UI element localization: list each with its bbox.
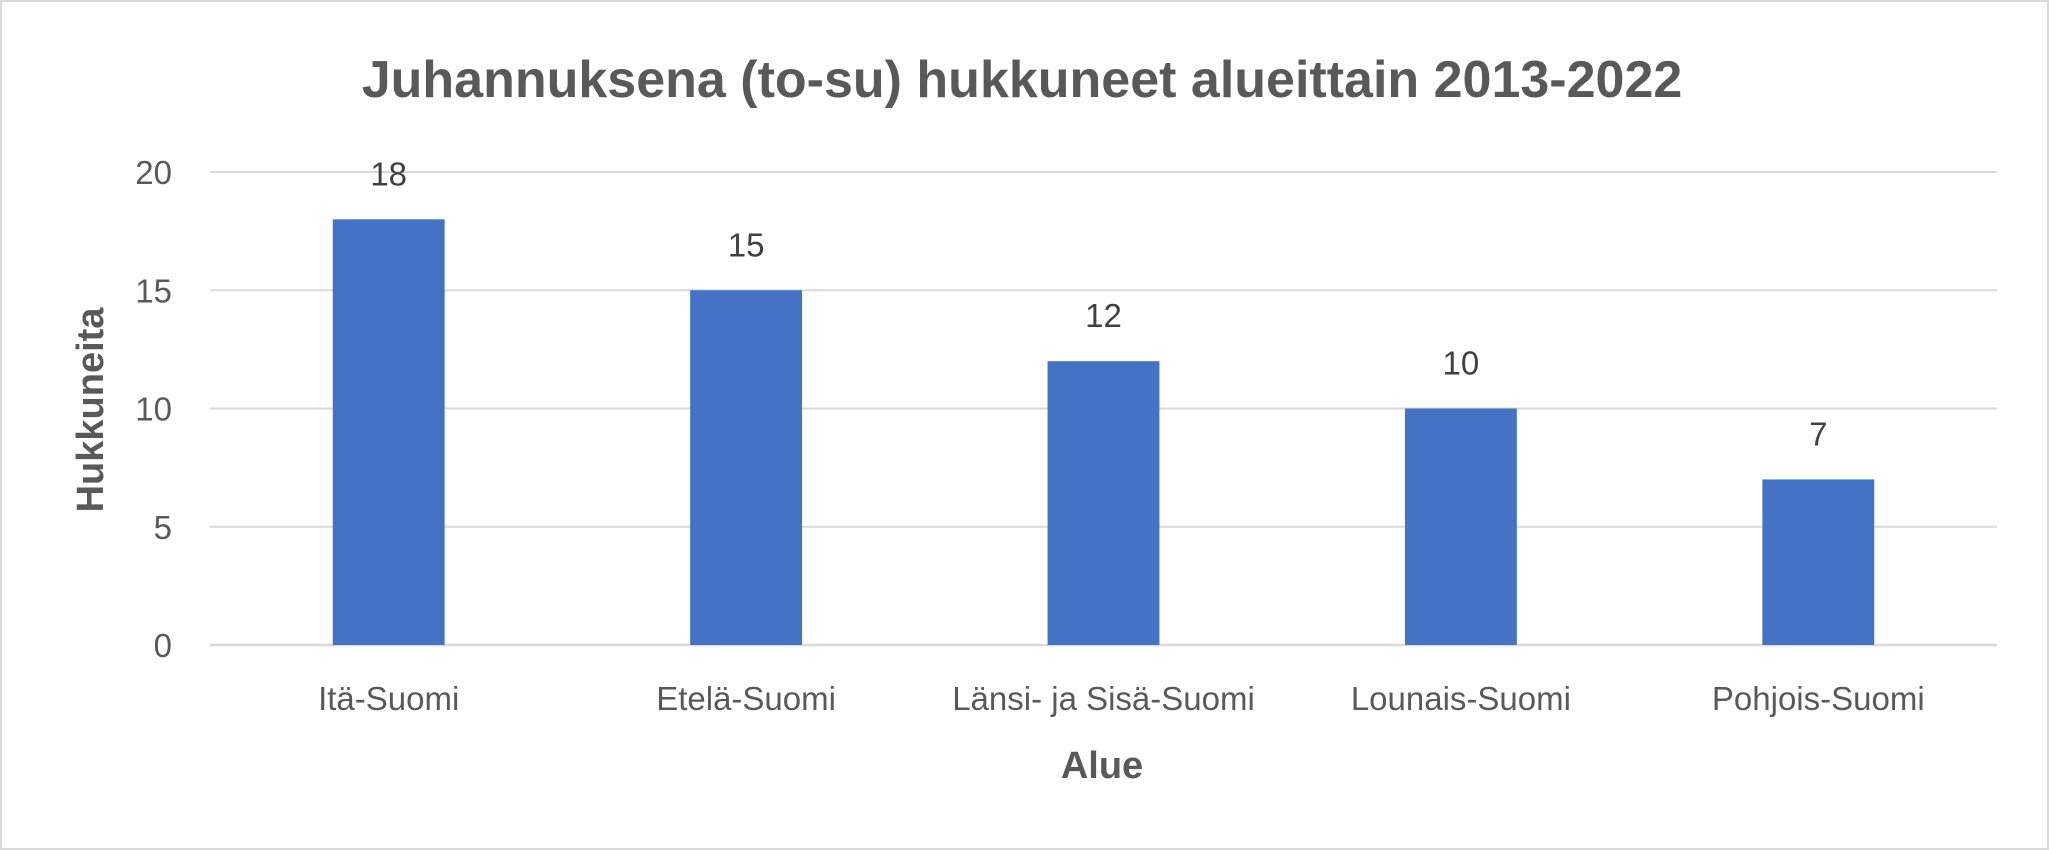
bar (332, 219, 445, 646)
data-label: 10 (1443, 345, 1480, 382)
data-label: 12 (1085, 297, 1122, 334)
y-axis-title: Hukkuneita (70, 307, 112, 513)
y-tick-label: 0 (154, 627, 172, 664)
bar (1047, 361, 1160, 645)
y-tick-label: 15 (135, 272, 172, 309)
data-labels: 18 15 12 10 7 (370, 155, 1827, 452)
bar (690, 290, 803, 645)
data-label: 7 (1809, 415, 1827, 452)
x-axis-ticks: Itä-Suomi Etelä-Suomi Länsi- ja Sisä-Suomi… (318, 680, 1925, 717)
x-tick-label: Lounais-Suomi (1351, 680, 1571, 717)
x-tick-label: Pohjois-Suomi (1712, 680, 1925, 717)
y-tick-label: 10 (135, 391, 172, 428)
x-tick-label: Itä-Suomi (318, 680, 459, 717)
bar (1404, 408, 1517, 645)
y-axis-ticks: 0 5 10 15 20 (135, 154, 172, 664)
bars (332, 219, 1875, 646)
y-tick-label: 5 (154, 509, 172, 546)
x-tick-label: Länsi- ja Sisä-Suomi (952, 680, 1255, 717)
y-tick-label: 20 (135, 154, 172, 191)
chart-title: Juhannuksena (to-su) hukkuneet alueittai… (362, 51, 1683, 109)
bar (1762, 479, 1875, 645)
x-axis-title: Alue (1061, 745, 1143, 787)
x-tick-label: Etelä-Suomi (656, 680, 836, 717)
data-label: 15 (728, 226, 765, 263)
data-label: 18 (370, 155, 407, 192)
